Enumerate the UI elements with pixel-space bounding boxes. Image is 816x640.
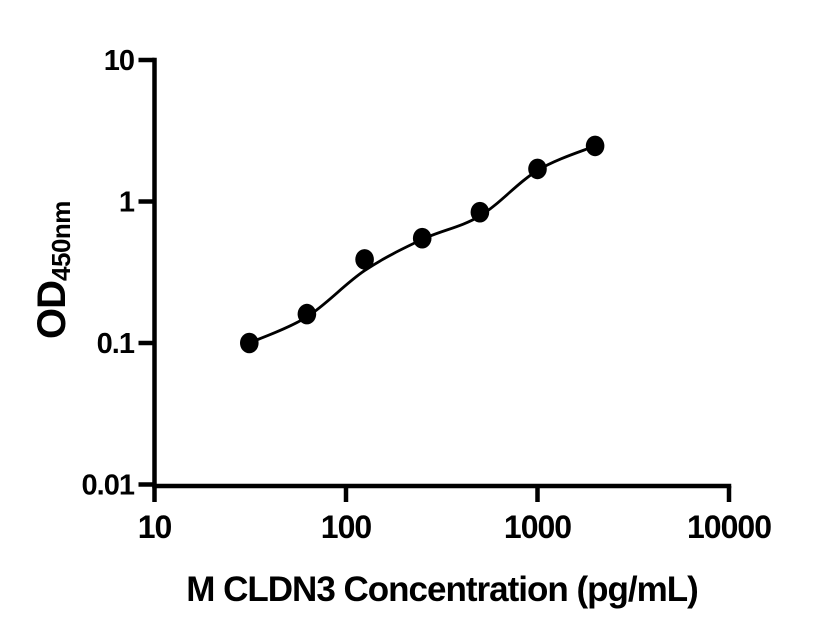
tick-label-layer: 10 100 1000 10000 10 1 0.1 0.01: [82, 45, 773, 545]
y-tick-label: 10: [104, 45, 134, 77]
x-tick-label: 10000: [687, 509, 771, 545]
x-tick-label: 10: [138, 509, 172, 545]
y-axis-title-subscript: 450nm: [46, 201, 76, 281]
axes-layer: [138, 57, 732, 502]
data-point-marker: [528, 158, 547, 180]
data-point-marker: [240, 332, 259, 354]
x-tick-label: 100: [321, 509, 372, 545]
data-layer: [240, 135, 605, 354]
y-axis-title: OD450nm: [30, 201, 76, 339]
y-tick-label: 1: [119, 187, 135, 219]
data-point-marker: [470, 201, 490, 223]
y-tick-label: 0.01: [82, 470, 135, 502]
x-tick-label: 1000: [504, 509, 571, 545]
data-point-marker: [585, 135, 605, 157]
data-point-marker: [297, 303, 317, 325]
x-axis-title: M CLDN3 Concentration (pg/mL): [186, 570, 698, 609]
data-point-marker: [412, 227, 432, 249]
y-axis-title-main: OD: [30, 281, 74, 339]
y-tick-label: 0.1: [97, 328, 135, 360]
data-point-marker: [355, 249, 374, 270]
